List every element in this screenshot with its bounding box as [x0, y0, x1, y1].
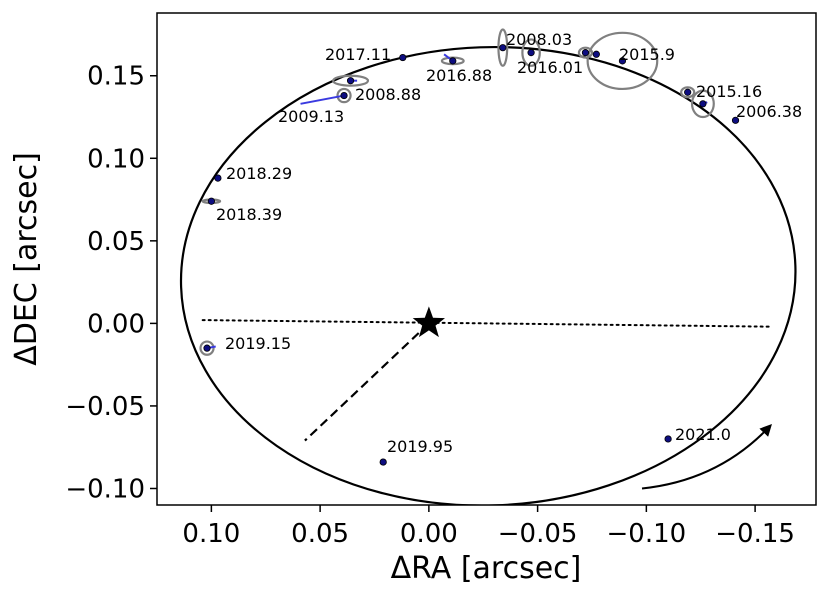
epoch-label: 2019.95	[387, 437, 453, 456]
error-ellipse	[336, 87, 352, 104]
data-point	[449, 57, 457, 65]
data-point	[664, 435, 672, 443]
error-ellipse	[199, 340, 215, 356]
epoch-label: 2021.0	[675, 425, 731, 444]
x-tick-label: 0.00	[400, 519, 458, 549]
x-tick-label: −0.15	[715, 519, 795, 549]
data-point	[684, 88, 692, 96]
epoch-label: 2016.88	[426, 66, 492, 85]
error-ellipse	[497, 28, 509, 67]
data-point	[346, 77, 355, 85]
y-tick-label: −0.05	[65, 392, 145, 422]
orbit-ellipse	[179, 45, 797, 505]
data-point	[499, 44, 507, 52]
epoch-label: 2008.03	[506, 30, 572, 49]
data-point	[699, 100, 707, 108]
x-tick-label: −0.10	[607, 519, 687, 549]
error-ellipse	[690, 89, 715, 119]
y-tick-label: 0.00	[87, 309, 145, 339]
epoch-label: 2015.9	[619, 45, 675, 64]
epoch-label: 2016.01	[517, 58, 583, 77]
y-tick-label: 0.05	[87, 227, 145, 257]
epoch-label: 2009.13	[278, 107, 344, 126]
data-point	[379, 458, 387, 466]
y-axis-label: ΔDEC [arcsec]	[9, 152, 44, 366]
error-ellipse	[680, 86, 696, 99]
epoch-label: 2017.11	[325, 45, 391, 64]
data-point	[203, 344, 211, 352]
data-point	[214, 174, 222, 182]
periastron-line	[304, 322, 430, 442]
epoch-label: 2006.38	[736, 102, 802, 121]
data-point	[618, 57, 627, 65]
error-ellipse	[586, 31, 659, 91]
data-point	[527, 49, 535, 57]
epoch-label: 2015.16	[696, 82, 762, 101]
axes-frame	[156, 12, 817, 506]
epoch-label: 2019.15	[225, 334, 291, 353]
y-tick-label: 0.10	[87, 144, 145, 174]
data-point	[592, 50, 600, 58]
error-ellipse	[332, 74, 370, 87]
data-point	[207, 197, 215, 205]
residual-line	[300, 94, 345, 105]
data-point	[399, 53, 407, 62]
primary-star-marker	[412, 306, 445, 338]
direction-arrow	[641, 424, 772, 490]
epoch-label: 2018.39	[216, 205, 282, 224]
plot-area: 2006.38 2008.03 2008.88 2009.13 2015.16 2015.…	[179, 28, 802, 505]
epoch-label: 2008.88	[355, 85, 421, 104]
data-point	[581, 49, 590, 57]
line-of-nodes	[201, 319, 774, 328]
y-tick-label: 0.15	[87, 62, 145, 92]
epoch-label: 2018.29	[226, 164, 292, 183]
y-tick-label: −0.10	[65, 474, 145, 504]
error-ellipse	[521, 38, 541, 67]
x-axis-label: ΔRA [arcsec]	[391, 551, 582, 586]
data-point	[340, 91, 348, 100]
axis-ticks: 0.10 0.05 0.00 −0.05 −0.10 −0.15 −0.10 −0.05 0.0…	[65, 62, 795, 549]
x-tick-label: 0.10	[182, 519, 240, 549]
data-point	[731, 116, 740, 124]
x-tick-label: −0.05	[498, 519, 578, 549]
x-tick-label: 0.05	[291, 519, 349, 549]
error-ellipse	[577, 46, 594, 59]
